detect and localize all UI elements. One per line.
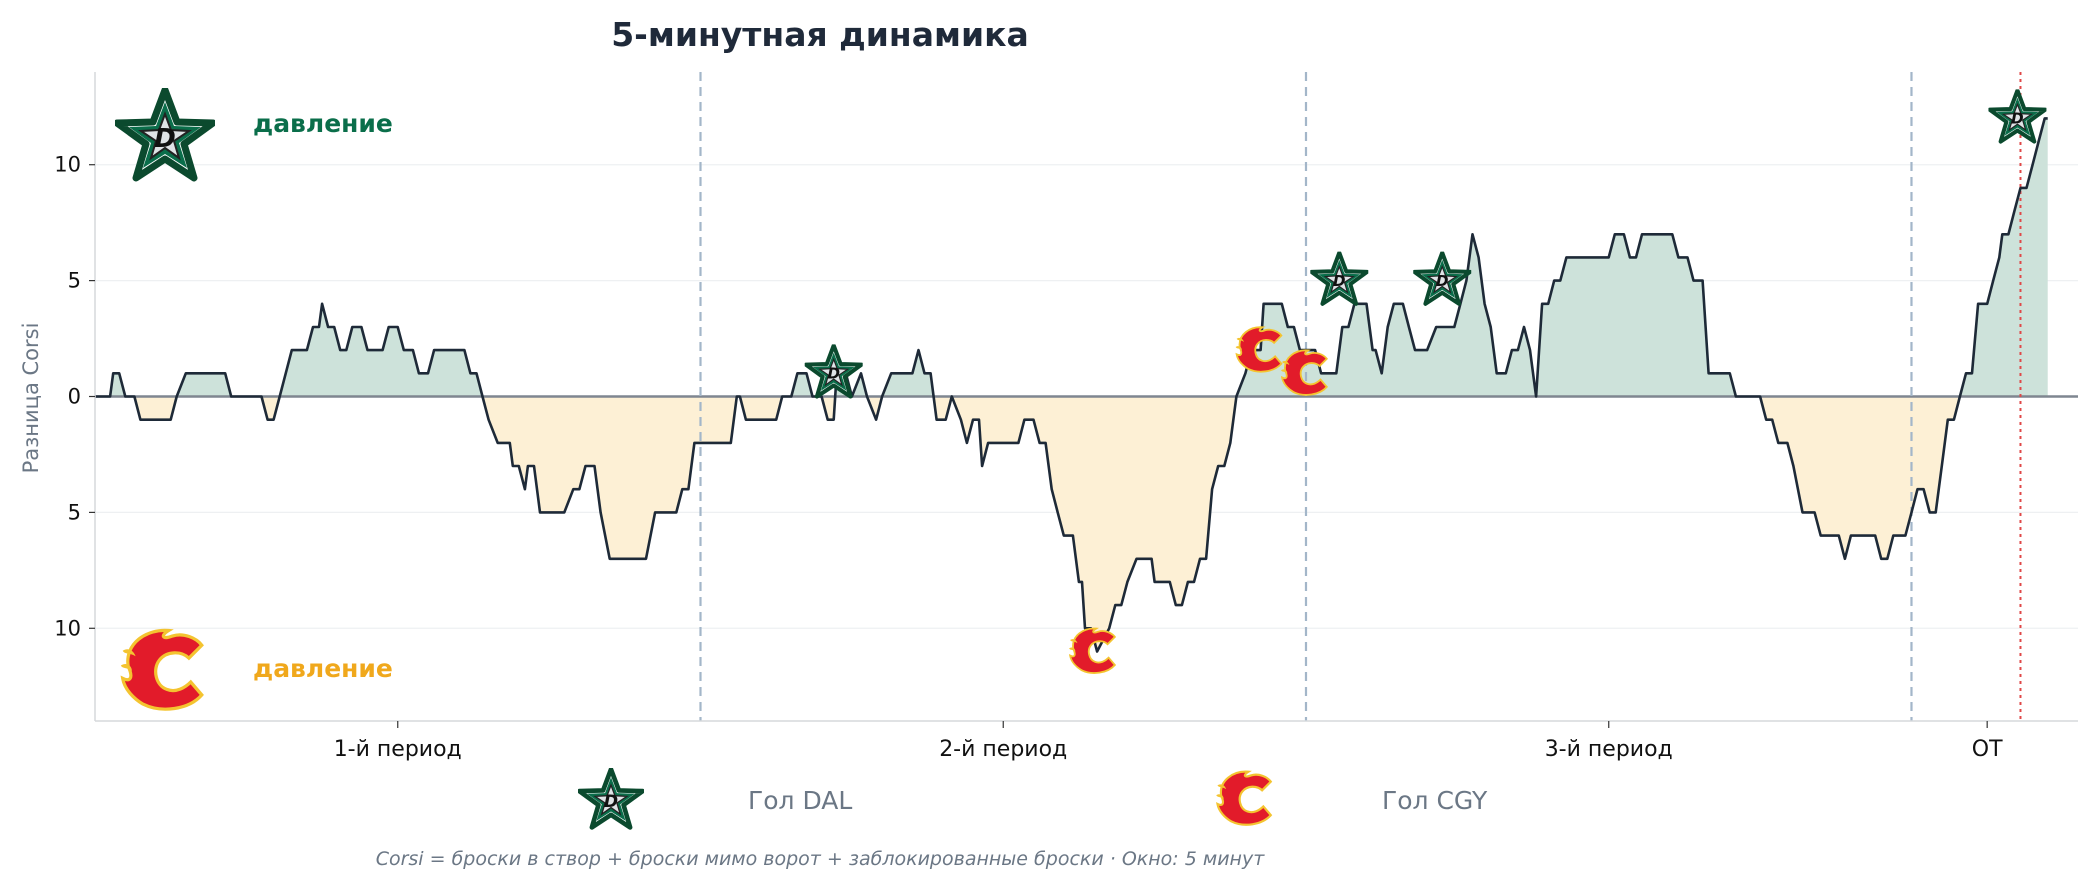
y-axis-label: Разница Corsi xyxy=(19,323,43,474)
goal-cgy-icon xyxy=(1068,627,1116,674)
chart-title: 5-минутная динамика xyxy=(611,15,1029,54)
y-tick-label: 0 xyxy=(68,385,81,409)
legend-label-cgy: Гол CGY xyxy=(1382,786,1488,815)
corsi-differential-line xyxy=(95,117,2048,653)
x-tick-label: 3-й период xyxy=(1545,737,1673,762)
area-fills xyxy=(95,118,2048,652)
dallas-stars-star-icon xyxy=(579,769,642,827)
team-top-pressure-label: давление xyxy=(253,109,393,138)
goal-dal-icon xyxy=(806,345,862,396)
legend-item-cgy: Гол CGY xyxy=(1215,770,1488,826)
negative-area-fill xyxy=(95,396,2048,652)
calgary-flames-c-icon xyxy=(1215,770,1272,826)
y-tick-label: 5 xyxy=(68,500,81,524)
x-tick-label: 1-й период xyxy=(334,737,462,762)
chart-footnote: Corsi = броски в створ + броски мимо вор… xyxy=(376,848,1266,870)
x-tick-label: OT xyxy=(1972,737,2003,762)
goal-dal-icon xyxy=(1311,253,1367,304)
legend-item-dal: Гол DAL xyxy=(579,769,852,827)
goal-dal-icon xyxy=(1990,91,2046,142)
calgary-flames-c-icon xyxy=(119,628,204,711)
legend: Гол DAL Гол CGY xyxy=(579,769,1488,827)
legend-label-dal: Гол DAL xyxy=(748,786,852,815)
y-tick-label: 10 xyxy=(54,616,81,640)
y-tick-label: 10 xyxy=(54,153,81,177)
y-tick-label: 5 xyxy=(68,269,81,293)
y-ticks: 10 5 0 5 10 xyxy=(54,153,95,640)
x-tick-label: 2-й период xyxy=(939,737,1067,762)
team-bottom-pressure-label: давление xyxy=(253,654,393,683)
positive-area-fill xyxy=(95,118,2048,397)
x-ticks: 1-й период 2-й период 3-й период OT xyxy=(334,721,2003,762)
period-separators xyxy=(699,72,1913,721)
team-top-pressure: давление xyxy=(117,90,393,178)
team-bottom-pressure: давление xyxy=(119,628,393,711)
